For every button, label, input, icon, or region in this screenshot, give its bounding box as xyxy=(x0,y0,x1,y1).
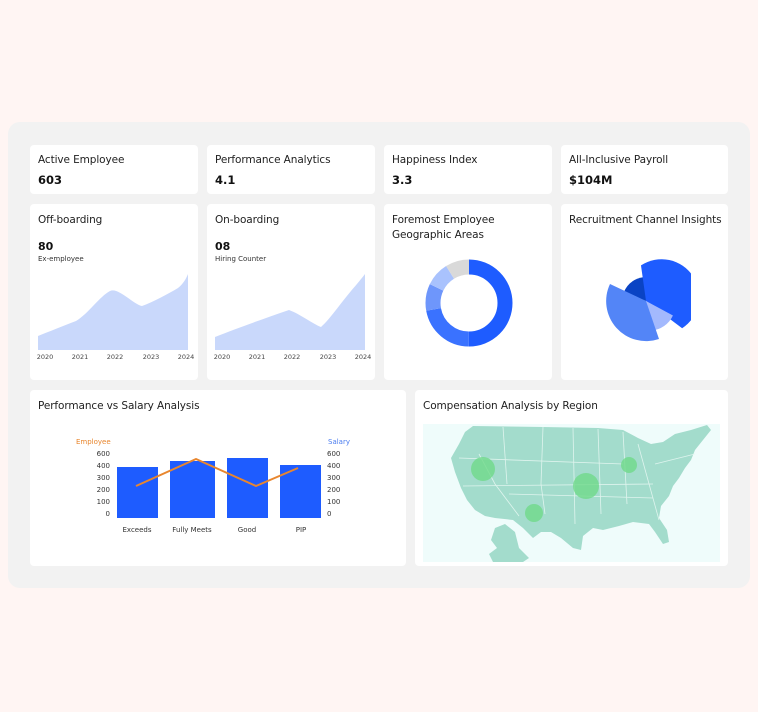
bar-good xyxy=(227,458,268,518)
offboarding-area-chart xyxy=(38,274,188,350)
kpi-title: All-Inclusive Payroll xyxy=(569,154,669,166)
card-title: Performance vs Salary Analysis xyxy=(38,400,200,412)
kpi-value: $104M xyxy=(569,173,613,187)
recruitment-card[interactable]: Recruitment Channel Insights xyxy=(561,204,728,380)
offboarding-label: Ex-employee xyxy=(38,255,84,263)
y-tick: 300 xyxy=(327,474,341,482)
bar-exceeds xyxy=(117,467,158,518)
category-label: Fully Meets xyxy=(172,526,212,534)
offboarding-count: 80 xyxy=(38,240,54,253)
card-title-line2: Geographic Areas xyxy=(392,229,484,241)
bar-fully-meets xyxy=(170,461,215,518)
kpi-value: 3.3 xyxy=(392,173,413,187)
kpi-card-payroll[interactable]: All-Inclusive Payroll $104M xyxy=(561,145,728,194)
geo-areas-card[interactable]: Foremost Employee Geographic Areas xyxy=(384,204,552,380)
x-tick: 2020 xyxy=(36,353,54,361)
x-tick: 2020 xyxy=(213,353,231,361)
card-title: Compensation Analysis by Region xyxy=(423,400,598,412)
employee-line xyxy=(135,458,299,487)
x-tick: 2021 xyxy=(71,353,89,361)
perf-salary-card[interactable]: Performance vs Salary Analysis Employee … xyxy=(30,390,406,566)
y-tick: 0 xyxy=(105,510,110,518)
x-tick: 2023 xyxy=(142,353,160,361)
card-title: On-boarding xyxy=(215,214,280,226)
bubble-indiana xyxy=(621,457,637,473)
card-title: Recruitment Channel Insights xyxy=(569,214,722,226)
y-tick: 200 xyxy=(96,486,110,494)
card-title: Off-boarding xyxy=(38,214,103,226)
compensation-card[interactable]: Compensation Analysis by Region xyxy=(415,390,728,566)
x-tick: 2022 xyxy=(106,353,124,361)
onboarding-label: Hiring Counter xyxy=(215,255,267,263)
kpi-title: Active Employee xyxy=(38,154,125,166)
kpi-card-active-employee[interactable]: Active Employee 603 xyxy=(30,145,198,194)
category-label: Good xyxy=(237,526,257,534)
card-title: Foremost Employee Geographic Areas xyxy=(392,213,495,243)
onboarding-count: 08 xyxy=(215,240,231,253)
offboarding-x-axis: 2020 2021 2022 2023 2024 xyxy=(36,353,198,363)
bubble-arizona xyxy=(525,504,543,522)
alaska-shape xyxy=(489,524,529,562)
category-label: Exceeds xyxy=(122,526,152,534)
y-tick: 400 xyxy=(96,462,110,470)
y-tick: 0 xyxy=(327,510,332,518)
kpi-title: Happiness Index xyxy=(392,154,478,166)
left-axis-label: Employee xyxy=(76,438,111,446)
kpi-card-happiness-index[interactable]: Happiness Index 3.3 xyxy=(384,145,552,194)
y-tick: 300 xyxy=(96,474,110,482)
recruitment-polar-chart xyxy=(606,259,691,342)
onboarding-card[interactable]: On-boarding 08 Hiring Counter 2020 2021 … xyxy=(207,204,375,380)
kpi-value: 4.1 xyxy=(215,173,236,187)
x-tick: 2024 xyxy=(177,353,195,361)
kpi-title: Performance Analytics xyxy=(215,154,331,166)
onboarding-area-chart xyxy=(215,274,365,350)
x-tick: 2024 xyxy=(354,353,372,361)
offboarding-card[interactable]: Off-boarding 80 Ex-employee 2020 2021 20… xyxy=(30,204,198,380)
right-axis-label: Salary xyxy=(328,438,350,446)
bubble-kansas xyxy=(573,473,599,499)
x-tick: 2021 xyxy=(248,353,266,361)
perf-salary-combo-chart xyxy=(117,458,321,518)
x-tick: 2022 xyxy=(283,353,301,361)
y-tick: 200 xyxy=(327,486,341,494)
category-label: PIP xyxy=(295,526,307,534)
y-tick: 400 xyxy=(327,462,341,470)
bubble-california xyxy=(471,457,495,481)
onboarding-x-axis: 2020 2021 2022 2023 2024 xyxy=(213,353,375,363)
y-tick: 100 xyxy=(96,498,110,506)
kpi-value: 603 xyxy=(38,173,63,187)
y-tick: 100 xyxy=(327,498,341,506)
card-title-line1: Foremost Employee xyxy=(392,214,495,226)
y-tick: 600 xyxy=(327,450,341,458)
kpi-card-performance-analytics[interactable]: Performance Analytics 4.1 xyxy=(207,145,375,194)
y-tick: 600 xyxy=(96,450,110,458)
geo-donut-chart xyxy=(425,259,513,347)
us-bubble-map xyxy=(423,424,720,562)
x-tick: 2023 xyxy=(319,353,337,361)
